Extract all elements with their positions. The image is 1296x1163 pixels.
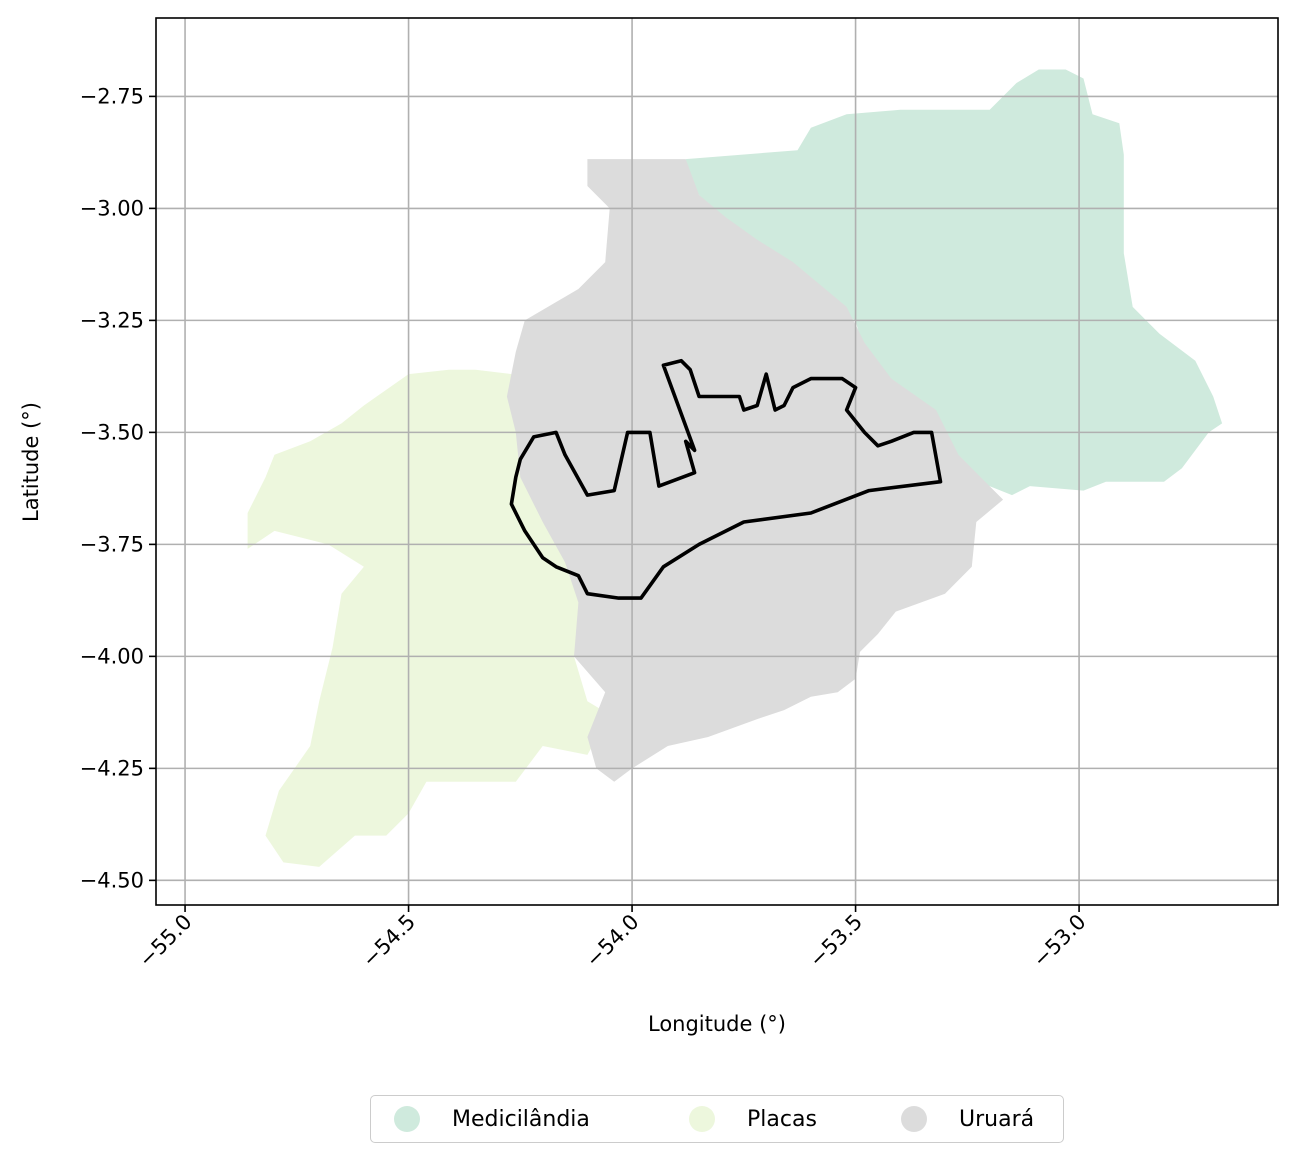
legend-marker-placas — [689, 1106, 715, 1132]
x-tick-label: −54.0 — [581, 910, 643, 972]
gridlines — [156, 18, 1278, 905]
study-area-layer — [509, 358, 943, 600]
y-axis-ticks: −2.75 −3.00 −3.25 −3.50 −3.75 −4.00 −4.25 −4.50 — [80, 84, 156, 892]
legend-item-uruara: Uruará — [901, 1096, 1034, 1142]
region-medicilandia — [685, 69, 1223, 496]
y-tick-label: −2.75 — [80, 84, 144, 108]
legend-marker-medicilandia — [394, 1106, 420, 1132]
x-axis-ticks: −55.0 −54.5 −54.0 −53.5 −53.0 — [134, 905, 1091, 972]
region-layer — [247, 69, 1223, 867]
legend: Medicilândia Placas Uruará — [370, 1095, 1064, 1143]
x-tick-label: −53.0 — [1028, 910, 1090, 972]
y-tick-label: −3.00 — [80, 196, 144, 220]
legend-label-uruara: Uruará — [959, 1106, 1035, 1132]
y-axis-label: Latitude (°) — [19, 402, 43, 522]
study-area-boundary — [509, 358, 943, 600]
region-placas — [247, 369, 610, 867]
x-tick-label: −55.0 — [134, 910, 196, 972]
y-tick-label: −3.75 — [80, 532, 144, 556]
y-tick-label: −3.50 — [80, 420, 144, 444]
y-tick-label: −4.25 — [80, 756, 144, 780]
y-tick-label: −4.00 — [80, 644, 144, 668]
x-tick-label: −54.5 — [358, 910, 420, 972]
x-axis-label: Longitude (°) — [648, 1012, 786, 1036]
legend-item-placas: Placas — [689, 1096, 817, 1142]
y-tick-label: −3.25 — [80, 308, 144, 332]
plot-frame — [155, 17, 1279, 906]
x-tick-label: −53.5 — [805, 910, 867, 972]
y-tick-label: −4.50 — [80, 868, 144, 892]
legend-item-medicilandia: Medicilândia — [394, 1096, 590, 1142]
legend-label-medicilandia: Medicilândia — [452, 1106, 590, 1132]
legend-label-placas: Placas — [747, 1106, 817, 1132]
region-uruara — [506, 159, 1004, 782]
legend-marker-uruara — [901, 1106, 927, 1132]
